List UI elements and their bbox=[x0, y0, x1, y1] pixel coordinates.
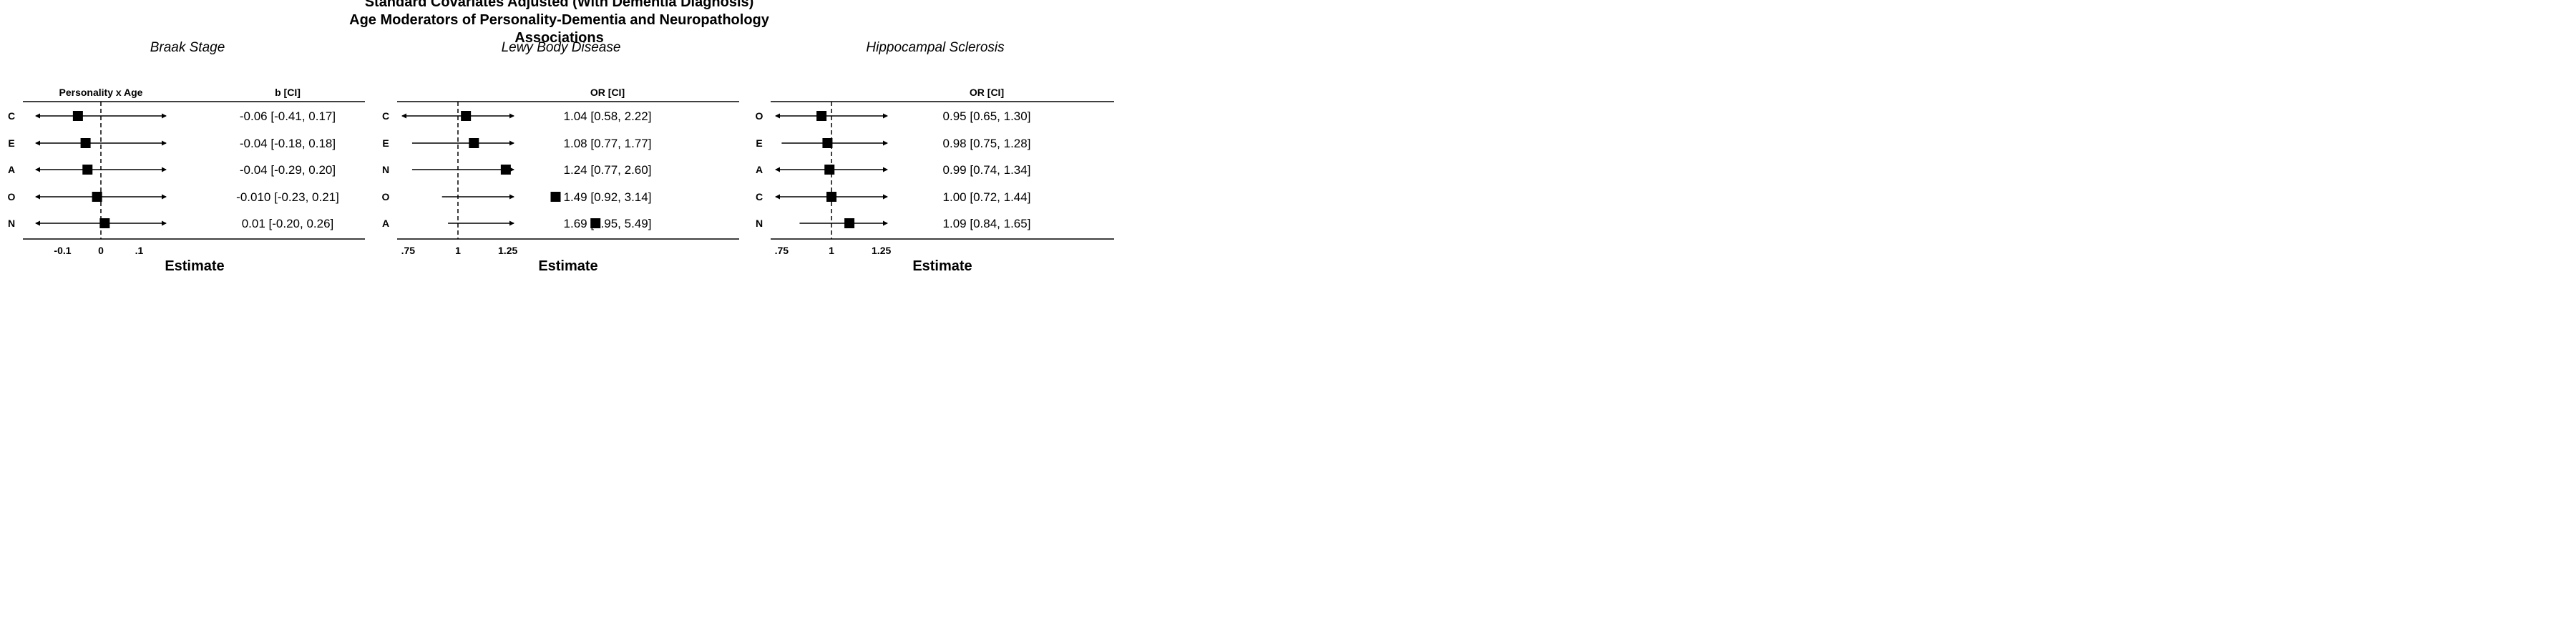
x-tick-label: .75 bbox=[775, 245, 789, 256]
ci-arrow-right bbox=[162, 140, 167, 146]
point-estimate bbox=[826, 192, 836, 202]
estimate-header: b [CI] bbox=[275, 87, 301, 98]
point-estimate bbox=[92, 192, 102, 202]
estimate-text: 1.00 [0.72, 1.44] bbox=[943, 190, 1031, 204]
ci-arrow-left bbox=[775, 194, 780, 200]
page-title: Standard Covariates Adjusted (With Demen… bbox=[0, 0, 1118, 47]
row-label: E bbox=[756, 137, 762, 149]
ci-arrow-right bbox=[883, 113, 888, 119]
x-axis-label: Estimate bbox=[538, 258, 597, 274]
panel-subtitle: Hippocampal Sclerosis bbox=[866, 40, 1005, 55]
title-line-3: Associations bbox=[514, 30, 604, 46]
point-estimate bbox=[461, 111, 472, 121]
point-estimate bbox=[822, 138, 833, 148]
estimate-text: 1.04 [0.58, 2.22] bbox=[564, 109, 652, 123]
point-estimate bbox=[816, 111, 827, 121]
ci-arrow-right bbox=[883, 194, 888, 200]
ci-arrow-right bbox=[509, 220, 514, 226]
estimate-text: 0.01 [-0.20, 0.26] bbox=[242, 217, 334, 230]
point-estimate bbox=[99, 218, 110, 228]
row-label: N bbox=[756, 218, 763, 229]
ci-arrow-right bbox=[883, 220, 888, 226]
estimate-text: 0.99 [0.74, 1.34] bbox=[943, 163, 1031, 177]
point-estimate bbox=[550, 192, 561, 202]
ci-arrow-right bbox=[883, 140, 888, 146]
title-line-1: Standard Covariates Adjusted (With Demen… bbox=[364, 0, 754, 10]
ci-arrow-right bbox=[509, 113, 514, 119]
row-label: E bbox=[8, 137, 14, 149]
x-tick-label: 0 bbox=[98, 245, 104, 256]
ci-arrow-left bbox=[775, 167, 780, 172]
ci-arrow-left bbox=[35, 220, 40, 226]
row-label: C bbox=[756, 191, 763, 203]
point-estimate bbox=[844, 218, 855, 228]
x-axis-label: Estimate bbox=[165, 258, 224, 274]
row-label: E bbox=[382, 137, 389, 149]
ci-arrow-left bbox=[401, 113, 406, 119]
forest-plots: Braak Stage Personality x Age b [CI] -0.1 0.… bbox=[8, 40, 1114, 274]
estimate-text: 1.24 [0.77, 2.60] bbox=[564, 163, 652, 177]
point-estimate bbox=[80, 138, 91, 148]
title-line-2: Age Moderators of Personality-Dementia a… bbox=[349, 12, 769, 28]
x-tick-label: 1 bbox=[829, 245, 834, 256]
ci-arrow-right bbox=[162, 220, 167, 226]
ci-arrow-right bbox=[883, 167, 888, 172]
row-label: A bbox=[382, 218, 389, 229]
ci-arrow-right bbox=[162, 113, 167, 119]
x-tick-label: 1.25 bbox=[498, 245, 517, 256]
x-tick-label: .75 bbox=[401, 245, 416, 256]
point-estimate bbox=[72, 111, 83, 121]
row-label: C bbox=[382, 110, 389, 122]
x-tick-label: 1 bbox=[455, 245, 461, 256]
estimate-text: 1.08 [0.77, 1.77] bbox=[564, 137, 652, 150]
estimate-text: -0.010 [-0.23, 0.21] bbox=[236, 190, 339, 204]
x-tick-label: 1.25 bbox=[872, 245, 891, 256]
estimate-text: 0.98 [0.75, 1.28] bbox=[943, 137, 1031, 150]
row-label: C bbox=[8, 110, 15, 122]
x-axis-label: Estimate bbox=[912, 258, 972, 274]
ci-arrow-left bbox=[35, 113, 40, 119]
row-label: N bbox=[382, 164, 389, 175]
x-tick-label: .1 bbox=[135, 245, 144, 256]
ci-arrow-right bbox=[509, 140, 514, 146]
column-header: Personality x Age bbox=[59, 87, 143, 98]
ci-arrow-right bbox=[162, 194, 167, 200]
estimate-text: -0.04 [-0.29, 0.20] bbox=[240, 163, 336, 177]
row-label: A bbox=[8, 164, 15, 175]
ci-arrow-left bbox=[775, 113, 780, 119]
row-label: O bbox=[382, 191, 390, 203]
estimate-header: OR [CI] bbox=[970, 87, 1004, 98]
point-estimate bbox=[469, 138, 479, 148]
estimate-text: 1.69 [0.95, 5.49] bbox=[564, 217, 652, 230]
estimate-text: -0.04 [-0.18, 0.18] bbox=[240, 137, 336, 150]
point-estimate bbox=[82, 165, 93, 175]
estimate-text: -0.06 [-0.41, 0.17] bbox=[240, 109, 336, 123]
ci-arrow-left bbox=[35, 167, 40, 172]
point-estimate bbox=[500, 165, 511, 175]
row-label: N bbox=[8, 218, 15, 229]
estimate-text: 1.49 [0.92, 3.14] bbox=[564, 190, 652, 204]
row-label: O bbox=[756, 110, 763, 122]
estimate-text: 0.95 [0.65, 1.30] bbox=[943, 109, 1031, 123]
panel-subtitle: Lewy Body Disease bbox=[502, 40, 621, 55]
panel-subtitle: Braak Stage bbox=[150, 40, 225, 55]
estimate-header: OR [CI] bbox=[590, 87, 625, 98]
ci-arrow-right bbox=[162, 167, 167, 172]
row-label: A bbox=[756, 164, 763, 175]
row-label: O bbox=[8, 191, 16, 203]
point-estimate bbox=[824, 165, 835, 175]
estimate-text: 1.09 [0.84, 1.65] bbox=[943, 217, 1031, 230]
point-estimate bbox=[590, 218, 601, 228]
ci-arrow-right bbox=[509, 194, 514, 200]
ci-arrow-left bbox=[35, 140, 40, 146]
ci-arrow-left bbox=[35, 194, 40, 200]
x-tick-label: -0.1 bbox=[54, 245, 71, 256]
